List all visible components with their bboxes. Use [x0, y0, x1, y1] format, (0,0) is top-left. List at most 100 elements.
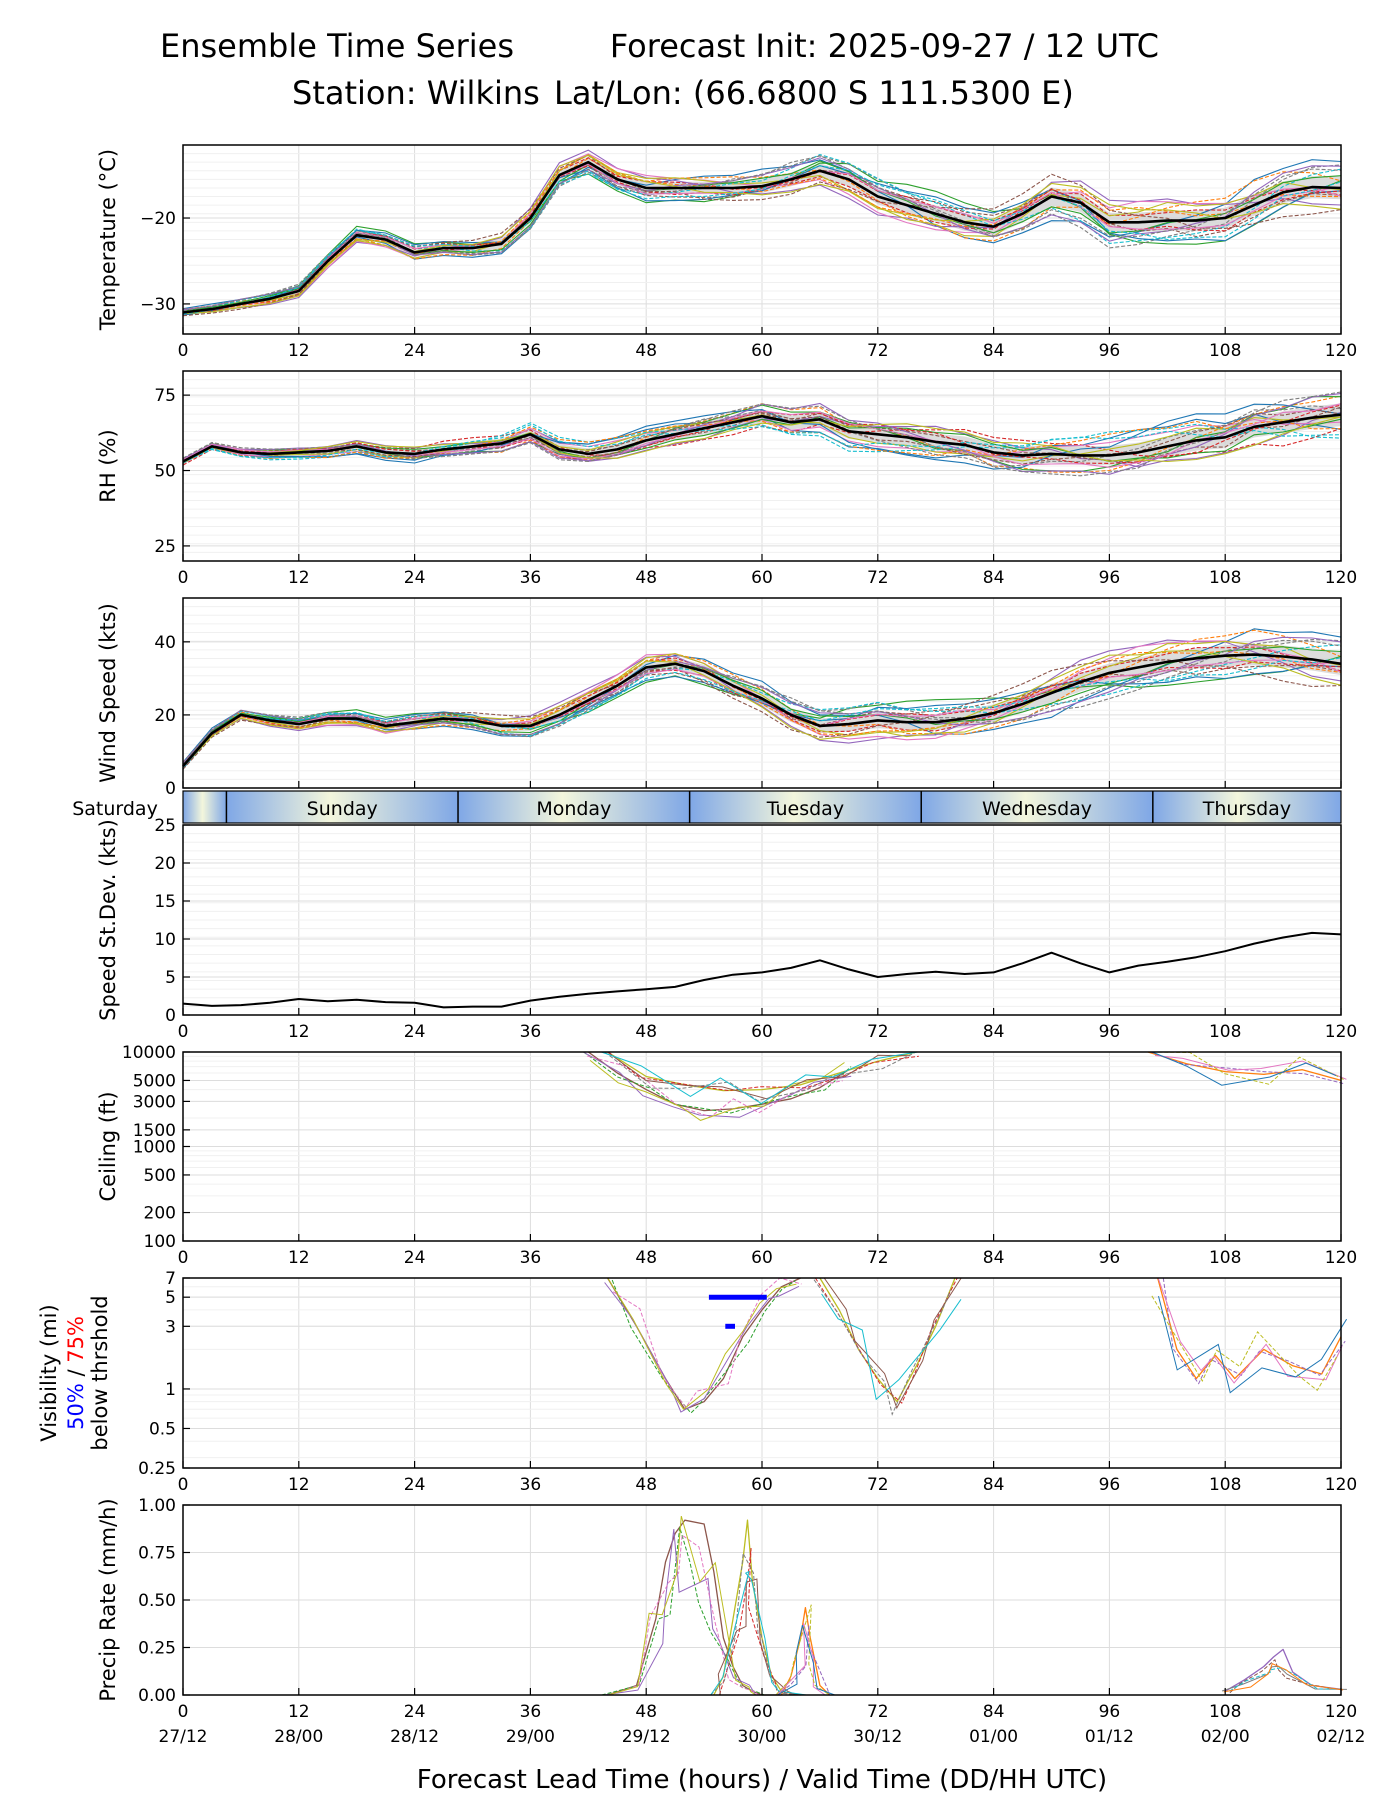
y-axis-label-wind: Wind Speed (kts) — [96, 603, 120, 783]
x-tick-label: 24 — [404, 1475, 426, 1495]
x-tick-label: 72 — [867, 568, 889, 588]
y-axis-label-sd: Speed St.Dev. (kts) — [96, 819, 120, 1021]
x-tick-label: 108 — [1209, 1022, 1241, 1042]
x-tick-label: 120 — [1325, 568, 1357, 588]
y-tick-label: 100 — [144, 1232, 176, 1252]
x-tick-label: 0 — [178, 568, 189, 588]
legend-part: / — [64, 1363, 88, 1377]
x-tick-label: 96 — [1099, 1702, 1121, 1722]
y-tick-label: 25 — [154, 537, 176, 557]
y-tick-label: 25 — [154, 816, 176, 836]
x-tick-label: 12 — [288, 1022, 310, 1042]
x-tick-label: 36 — [520, 341, 542, 361]
day-label-saturday: Saturday — [72, 798, 158, 820]
member-line — [182, 416, 1342, 464]
series-line-member-brown — [607, 1519, 782, 1696]
day-segment — [921, 791, 1153, 823]
member-line — [182, 424, 1342, 464]
series-line-speed-st-dev- — [182, 931, 1342, 1009]
y-tick-label: 0.50 — [138, 1591, 176, 1611]
x-tick-label: 120 — [1325, 1022, 1357, 1042]
day-label-sunday: Sunday — [307, 798, 378, 820]
member-line — [182, 405, 1342, 467]
x-tick-label: 72 — [867, 1248, 889, 1268]
series-line-member-blue — [713, 1519, 801, 1696]
member-line — [612, 1277, 802, 1409]
x-tick-label: 72 — [867, 1022, 889, 1042]
x-axis-label: Forecast Lead Time (hours) / Valid Time … — [417, 1765, 1107, 1795]
member-line — [604, 1051, 915, 1102]
x-tick-label: 96 — [1099, 568, 1121, 588]
member-line — [182, 639, 1342, 765]
y-tick-label: 1.00 — [138, 1496, 176, 1516]
member-line — [182, 646, 1342, 766]
x-tick-label: 12 — [288, 1475, 310, 1495]
member-line — [608, 1051, 919, 1092]
y-tick-label: 0.5 — [149, 1419, 176, 1439]
x-tick-label: 60 — [751, 1248, 773, 1268]
panel-vis — [182, 1277, 1348, 1469]
panel-precip — [182, 1504, 1347, 1696]
x-tick-label: 48 — [635, 568, 657, 588]
member-line — [182, 165, 1342, 316]
panel-temp — [182, 144, 1342, 335]
x-valid-label: 29/12 — [622, 1727, 671, 1747]
y-tick-label: 20 — [154, 854, 176, 874]
y-tick-label: 0 — [165, 779, 176, 799]
x-tick-label: 84 — [983, 1475, 1005, 1495]
x-tick-label: 108 — [1209, 568, 1241, 588]
series-line-ensemble-mean — [182, 653, 1342, 767]
x-tick-label: 72 — [867, 341, 889, 361]
x-tick-label: 0 — [178, 1702, 189, 1722]
x-tick-label: 12 — [288, 568, 310, 588]
x-tick-label: 120 — [1325, 341, 1357, 361]
x-valid-label: 28/00 — [274, 1727, 323, 1747]
member-line — [589, 1060, 845, 1121]
x-tick-label: 12 — [288, 1702, 310, 1722]
series-line-member-olive — [1224, 1648, 1342, 1692]
member-line — [776, 1624, 831, 1696]
series-line-member-dip — [819, 1277, 956, 1403]
y-tick-label: 1 — [165, 1380, 176, 1400]
member-line — [607, 1051, 911, 1100]
member-line — [1229, 1658, 1343, 1694]
member-line — [182, 664, 1342, 769]
chart-title-right: Forecast Init: 2025-09-27 / 12 UTC — [609, 27, 1159, 65]
y-tick-label: 5 — [165, 1288, 176, 1308]
member-line — [182, 155, 1342, 312]
day-segment — [183, 791, 227, 823]
member-line — [182, 165, 1342, 315]
member-line — [182, 629, 1342, 764]
x-tick-label: 84 — [983, 1702, 1005, 1722]
member-line — [1229, 1667, 1339, 1692]
member-line — [182, 650, 1342, 768]
x-tick-label: 12 — [288, 341, 310, 361]
y-tick-label: 3 — [165, 1317, 176, 1337]
member-line — [182, 409, 1342, 465]
member-line — [611, 1279, 796, 1414]
member-line — [182, 162, 1342, 316]
x-valid-label: 27/12 — [159, 1727, 208, 1747]
member-line — [182, 657, 1342, 769]
member-line — [182, 154, 1342, 315]
y-tick-label: 0.25 — [138, 1639, 176, 1659]
x-tick-label: 60 — [751, 1702, 773, 1722]
series-line-member-late — [1157, 1277, 1342, 1380]
panel-wind — [182, 597, 1342, 789]
panel-sd — [182, 824, 1342, 1016]
series-line-ensemble-mean — [182, 160, 1342, 314]
x-tick-label: 12 — [288, 1248, 310, 1268]
y-axis-label-temp: Temperature (°C) — [96, 149, 120, 331]
x-tick-label: 36 — [520, 568, 542, 588]
member-line — [607, 1277, 797, 1411]
y-tick-label: 3000 — [133, 1092, 176, 1112]
member-line — [583, 1051, 852, 1114]
vis-threshold-legend: 50% / 75% — [64, 1316, 88, 1430]
member-line — [710, 1570, 807, 1696]
member-line — [1221, 1665, 1347, 1692]
x-tick-label: 48 — [635, 1248, 657, 1268]
x-tick-label: 96 — [1099, 1248, 1121, 1268]
member-line — [1223, 1663, 1344, 1693]
panel-rh — [182, 370, 1342, 562]
